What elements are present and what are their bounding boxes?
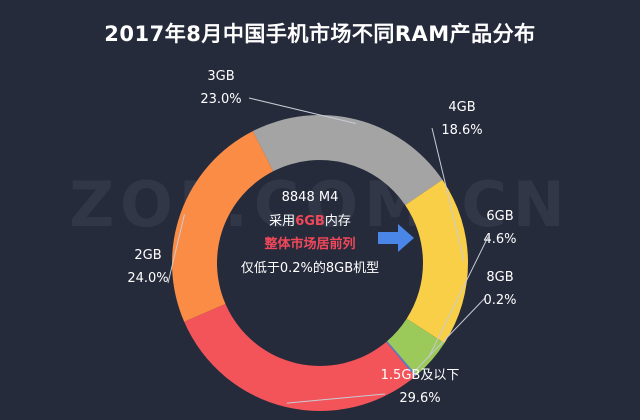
slice-label-6GB: 6GB <box>486 209 513 224</box>
slice-2GB <box>171 131 274 322</box>
slice-6GB <box>387 318 445 376</box>
slice-value-3GB: 23.0% <box>200 92 241 107</box>
leader-line-8GB <box>412 297 486 374</box>
slice-8GB <box>386 341 417 377</box>
slice-labels: 3GB 23.0% 4GB 18.6% 6GB 4.6% 8GB 0.2% 1.5GB及以下 29… <box>127 69 516 406</box>
slice-label-2GB: 2GB <box>134 248 161 263</box>
slice-1.5GB及以下 <box>184 303 416 412</box>
center-line-2-highlight: 6GB <box>295 214 325 229</box>
leader-line-6GB <box>428 236 489 358</box>
slice-4GB <box>405 179 468 344</box>
slice-value-6GB: 4.6% <box>483 232 516 247</box>
leader-lines <box>167 97 489 404</box>
center-line-2-prefix: 采用 <box>269 214 295 229</box>
center-annotation: 8848 M4 采用6GB内存 整体市场居前列 仅低于0.2%的8GB机型 <box>241 190 379 276</box>
slice-value-8GB: 0.2% <box>483 293 516 308</box>
watermark: ZOL.COM.CN <box>69 168 571 241</box>
leader-line-1.5GB及以下 <box>286 393 386 404</box>
center-line-2: 采用6GB内存 <box>269 213 351 229</box>
chart-title: 2017年8月中国手机市场不同RAM产品分布 <box>104 22 536 46</box>
slice-label-4GB: 4GB <box>448 100 475 115</box>
center-line-3: 整体市场居前列 <box>263 236 355 252</box>
slice-value-2GB: 24.0% <box>127 271 168 286</box>
leader-line-3GB <box>248 97 356 125</box>
donut-slices <box>171 114 468 412</box>
slice-label-3GB: 3GB <box>207 69 234 84</box>
slice-label-8GB: 8GB <box>486 270 513 285</box>
slice-value-4GB: 18.6% <box>441 123 482 138</box>
center-line-4: 仅低于0.2%的8GB机型 <box>241 260 379 276</box>
slice-label-1.5GB及以下: 1.5GB及以下 <box>381 368 460 383</box>
pointer-arrow <box>378 224 414 252</box>
leader-line-4GB <box>431 127 465 262</box>
slice-3GB <box>252 114 443 206</box>
center-line-2-suffix: 内存 <box>325 213 351 229</box>
leader-line-2GB <box>167 214 185 284</box>
slice-value-1.5GB及以下: 29.6% <box>399 391 440 406</box>
center-line-1: 8848 M4 <box>282 190 339 205</box>
